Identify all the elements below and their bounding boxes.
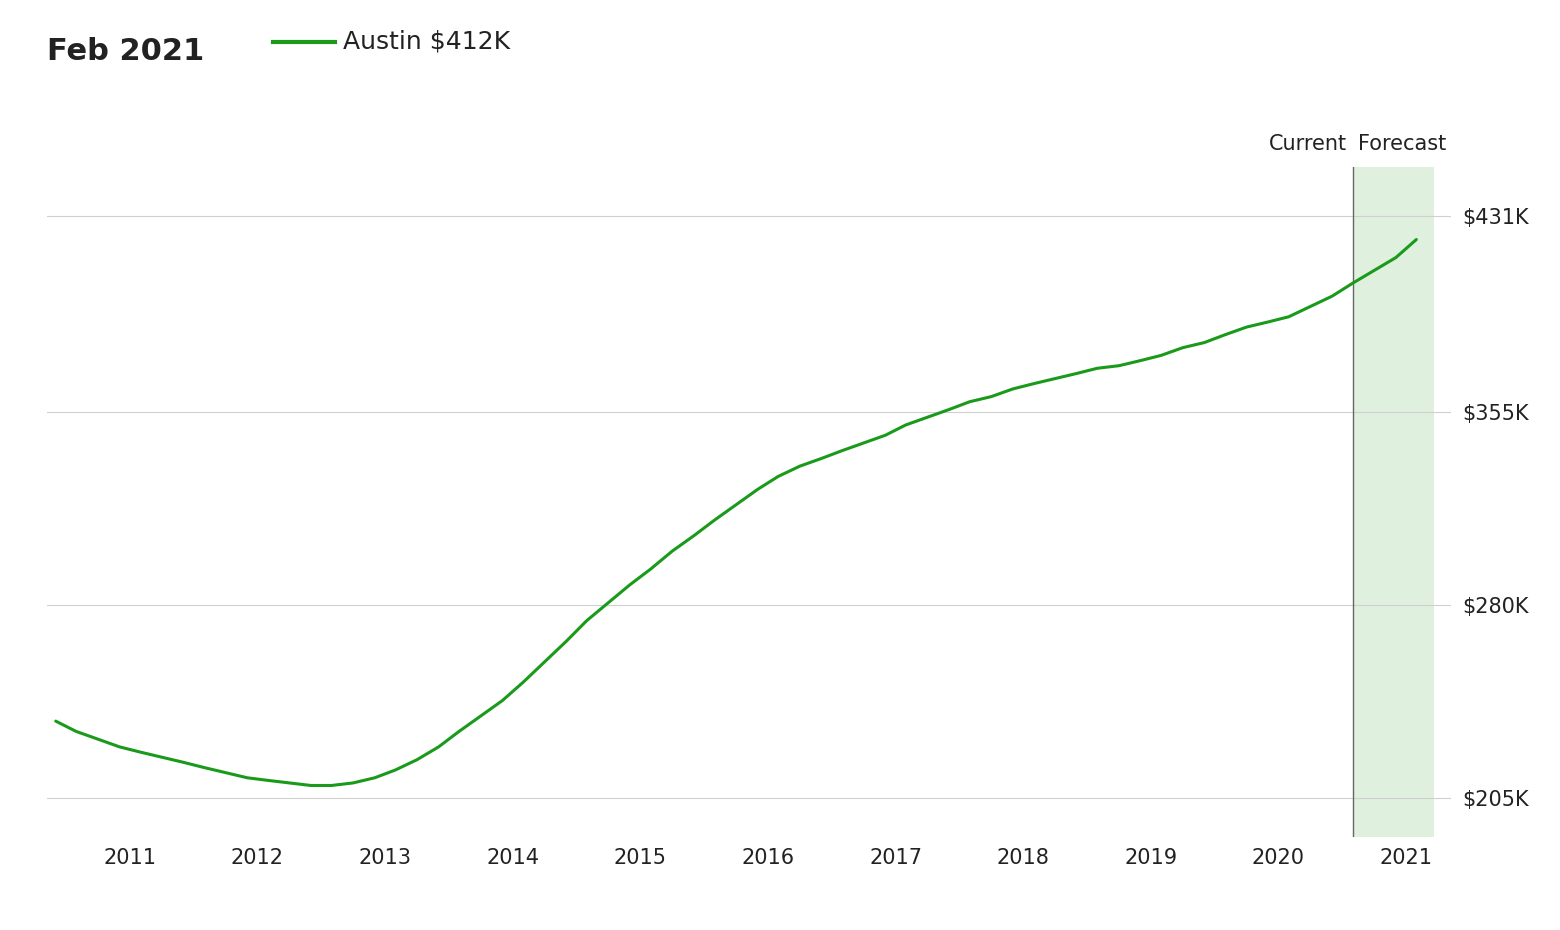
Text: Forecast: Forecast bbox=[1357, 134, 1446, 154]
Bar bbox=[1353, 167, 1434, 837]
Text: Feb 2021: Feb 2021 bbox=[47, 37, 204, 66]
Text: Austin $412K: Austin $412K bbox=[343, 30, 510, 54]
Text: Current: Current bbox=[1270, 134, 1348, 154]
